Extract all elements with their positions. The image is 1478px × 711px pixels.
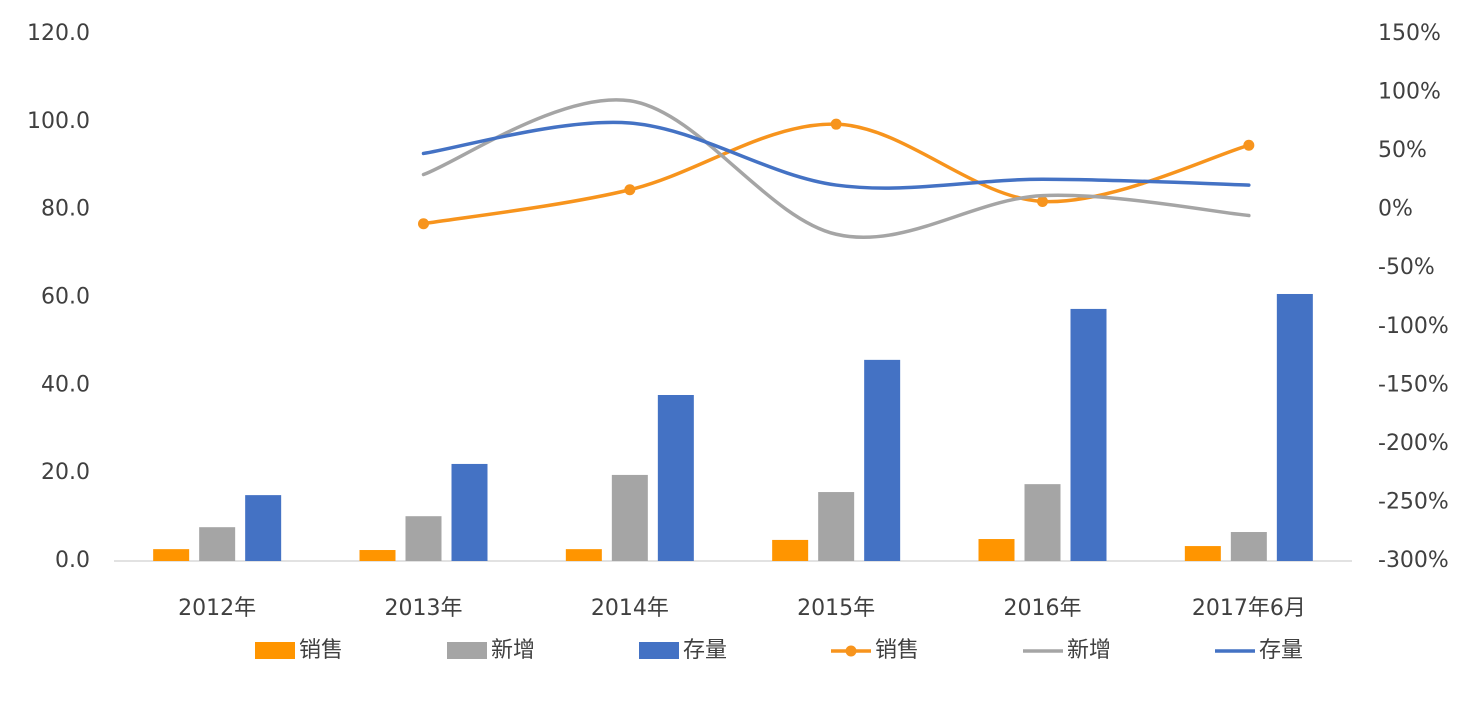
line-marker	[1243, 139, 1255, 151]
y-tick-label: 20.0	[41, 460, 90, 485]
legend-swatch	[447, 642, 487, 659]
line	[421, 98, 1251, 240]
y2-tick-label: 50%	[1378, 138, 1427, 163]
legend-label: 销售	[299, 638, 343, 663]
y-tick-label: 100.0	[27, 109, 90, 134]
line-marker	[624, 184, 636, 196]
y2-tick-label: 150%	[1378, 21, 1441, 46]
bar	[245, 495, 282, 561]
y2-tick-label: -50%	[1378, 255, 1435, 280]
bar	[978, 539, 1015, 561]
y-tick-label: 80.0	[41, 197, 90, 222]
bar	[1070, 308, 1107, 561]
bar	[1230, 532, 1267, 561]
legend-swatch	[639, 642, 679, 659]
legend-swatch	[255, 642, 295, 659]
bar	[818, 492, 855, 561]
x-tick-label: 2014年	[591, 596, 669, 621]
line-marker	[830, 118, 842, 130]
bar	[565, 549, 602, 561]
y2-tick-label: -100%	[1378, 314, 1449, 339]
line-marker	[1037, 195, 1048, 207]
bar	[451, 463, 488, 561]
line	[421, 120, 1251, 190]
legend-label: 销售	[875, 638, 919, 663]
y-tick-label: 40.0	[41, 372, 90, 397]
y2-tick-label: -300%	[1378, 548, 1449, 573]
y2-tick-label: 0%	[1378, 197, 1413, 222]
legend-label: 存量	[683, 638, 727, 663]
bar	[199, 527, 236, 561]
x-tick-label: 2012年	[178, 596, 256, 621]
x-tick-label: 2016年	[1004, 596, 1082, 621]
x-tick-label: 2017年6月	[1192, 596, 1306, 621]
y2-tick-label: -200%	[1378, 431, 1449, 456]
bar	[1184, 546, 1221, 561]
legend-label: 新增	[491, 638, 535, 663]
line	[421, 122, 1251, 226]
y-tick-label: 0.0	[55, 548, 90, 573]
bar	[405, 516, 442, 561]
bar	[1276, 293, 1313, 561]
bar	[153, 549, 190, 561]
y-tick-label: 60.0	[41, 285, 90, 310]
bar	[1024, 484, 1061, 561]
y2-tick-label: 100%	[1378, 80, 1441, 105]
bar	[772, 539, 809, 561]
bar	[359, 550, 396, 561]
y-tick-label: 120.0	[27, 21, 90, 46]
bar	[657, 394, 694, 561]
x-tick-label: 2013年	[385, 596, 463, 621]
bar	[864, 359, 901, 561]
bar	[611, 474, 648, 561]
line-marker	[418, 218, 429, 230]
legend-label: 存量	[1259, 638, 1303, 663]
y2-tick-label: -150%	[1378, 372, 1449, 397]
x-tick-label: 2015年	[797, 596, 875, 621]
legend-label: 新增	[1067, 638, 1111, 663]
y2-tick-label: -250%	[1378, 489, 1449, 514]
legend-marker	[845, 645, 857, 657]
